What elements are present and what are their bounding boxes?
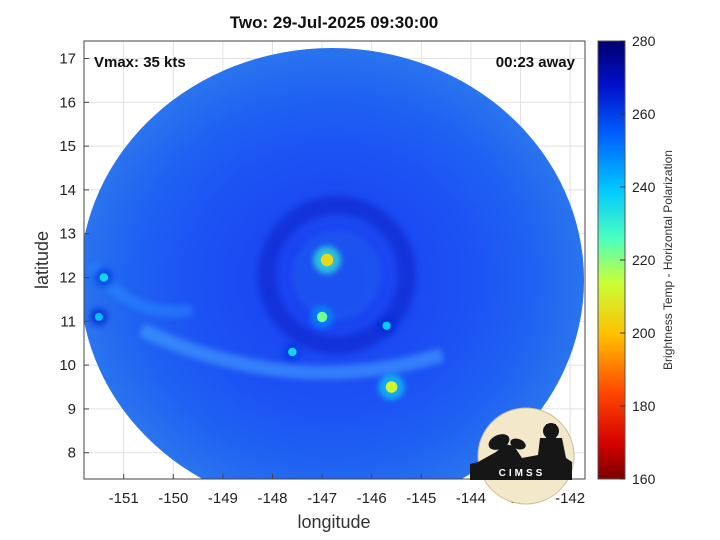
colorbar-tick-label: 260 — [632, 106, 656, 122]
chart-title: Two: 29-Jul-2025 09:30:00 — [230, 13, 439, 32]
y-tick-label: 14 — [59, 182, 76, 199]
y-tick-label: 10 — [59, 357, 76, 374]
plot-area: -151-150-149-148-147-146-145-144-143-142… — [59, 40, 586, 507]
x-tick-label: -144 — [456, 490, 486, 507]
eyewall-ring — [258, 196, 417, 354]
plot-frame — [83, 40, 586, 480]
rain-band — [139, 323, 445, 380]
y-tick-label: 13 — [59, 226, 76, 243]
feature-point — [316, 311, 328, 323]
feature-point — [94, 312, 103, 321]
dish-icon-2 — [510, 438, 526, 450]
water-tower-icon — [543, 423, 559, 439]
colorbar-tick-label: 220 — [632, 252, 656, 268]
feature-point — [385, 381, 398, 393]
colorbar-tick-label: 200 — [632, 325, 656, 341]
colorbar-tick-label: 160 — [632, 471, 656, 487]
x-tick-label: -146 — [357, 490, 387, 507]
x-tick-label: -150 — [158, 490, 188, 507]
feature-point — [288, 347, 297, 357]
x-tick-label: -147 — [307, 490, 337, 507]
feature-point — [99, 273, 109, 282]
logo-band — [474, 465, 570, 479]
y-axis-label: latitude — [32, 231, 52, 289]
y-tick-label: 16 — [59, 94, 76, 111]
colorbar: 280 260 240 220 200 180 160 Brightness Temp - … — [597, 33, 675, 487]
feature-point — [382, 321, 391, 330]
x-axis-label: longitude — [297, 512, 370, 532]
x-tick-label: -149 — [208, 490, 238, 507]
swath-layer — [84, 48, 584, 479]
colorbar-ticks: 280 260 240 220 200 180 160 — [620, 33, 656, 487]
y-tick-label: 15 — [59, 138, 76, 155]
time-offset-label: 00:23 away — [496, 54, 576, 71]
vmax-label: Vmax: 35 kts — [94, 54, 186, 71]
dish-icon — [488, 434, 510, 450]
y-tick-label: 8 — [68, 445, 76, 462]
y-tick-label: 17 — [59, 51, 76, 68]
colorbar-tick-label: 280 — [632, 33, 656, 49]
colorbar-tick-label: 240 — [632, 179, 656, 195]
x-tick-label: -151 — [109, 490, 139, 507]
convective-features — [90, 246, 405, 400]
eye-region — [292, 230, 383, 320]
y-tick-label: 12 — [59, 270, 76, 287]
x-tick-label: -145 — [406, 490, 436, 507]
x-tick-label: -142 — [555, 490, 585, 507]
y-tick-label: 9 — [68, 401, 76, 418]
y-axis-ticks: 8 9 10 11 12 13 14 15 16 17 — [59, 51, 89, 462]
colorbar-label: Brightness Temp - Horizontal Polarizatio… — [661, 150, 675, 370]
y-tick-label: 11 — [60, 313, 76, 330]
x-tick-label: -148 — [257, 490, 287, 507]
colorbar-tick-label: 180 — [632, 398, 656, 414]
cimss-logo: CIMSS — [470, 407, 575, 505]
logo-text: CIMSS — [499, 468, 546, 479]
feature-point — [320, 253, 334, 267]
